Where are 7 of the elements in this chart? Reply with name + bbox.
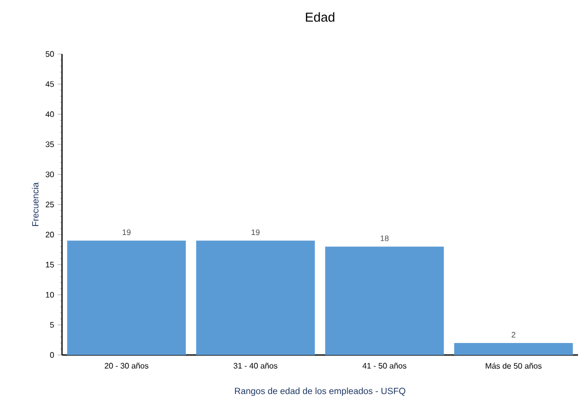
bar bbox=[454, 342, 573, 355]
bar bbox=[196, 240, 315, 355]
bar bbox=[325, 246, 444, 355]
bar bbox=[67, 240, 186, 355]
y-axis-title: Frecuencia bbox=[32, 182, 39, 226]
x-axis-title: Rangos de edad de los empleados - USFQ bbox=[235, 388, 406, 396]
chart-title: Edad bbox=[306, 12, 334, 22]
